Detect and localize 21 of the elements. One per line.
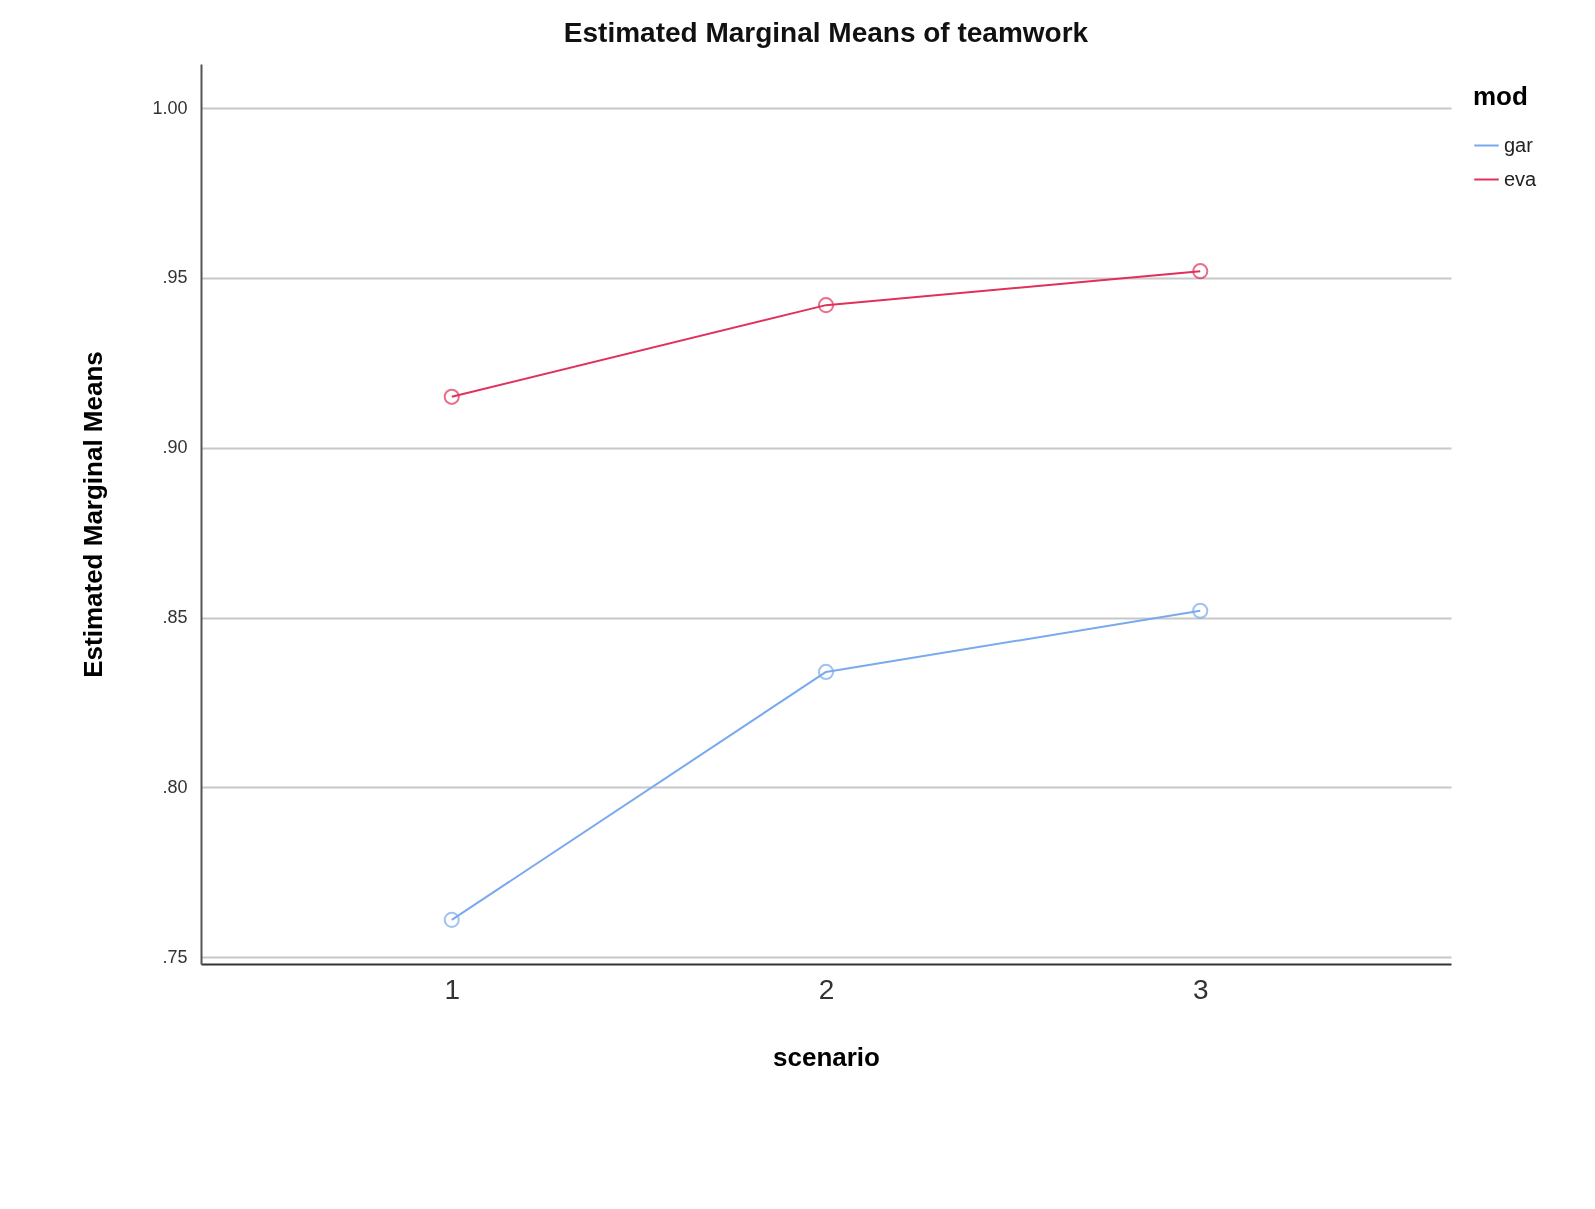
y-tick-label: 1.00 xyxy=(152,97,188,118)
point xyxy=(1192,263,1209,280)
x-tick-label: 2 xyxy=(818,973,835,1005)
legend-title: mod xyxy=(1473,81,1528,111)
y-tick-label: .85 xyxy=(162,607,188,628)
point xyxy=(1192,602,1209,619)
chart-title: Estimated Marginal Means of teamwork xyxy=(563,17,1089,48)
legend-label: eva xyxy=(1504,167,1538,190)
y-tick-label: .80 xyxy=(162,776,188,797)
x-tick-label: 1 xyxy=(444,973,461,1005)
point xyxy=(817,297,835,314)
point xyxy=(443,388,460,405)
legend-label: gar xyxy=(1504,133,1534,156)
y-tick-label: .95 xyxy=(162,267,188,288)
y-tick-label: .75 xyxy=(162,946,188,967)
x-axis-title: scenario xyxy=(773,1041,880,1072)
y-axis-title: Estimated Marginal Means xyxy=(78,351,109,678)
y-tick-label: .90 xyxy=(162,437,188,458)
x-tick-label: 3 xyxy=(1192,973,1209,1005)
point xyxy=(817,663,835,680)
point xyxy=(443,911,460,928)
